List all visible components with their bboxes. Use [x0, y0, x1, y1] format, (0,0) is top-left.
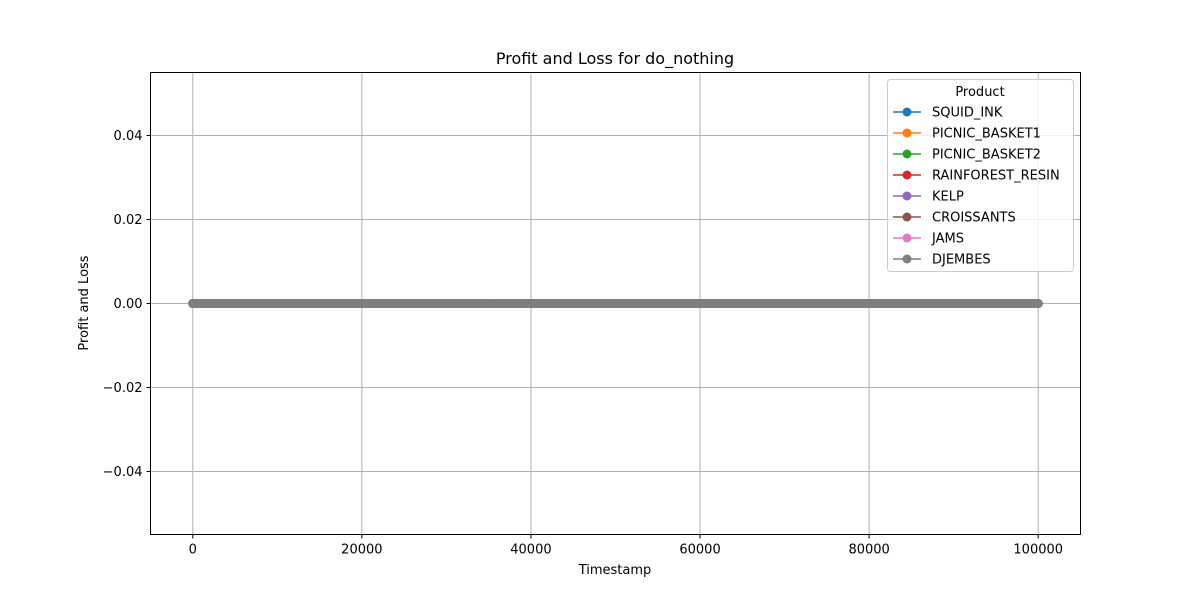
series-layer	[188, 299, 1043, 308]
chart-title: Profit and Loss for do_nothing	[496, 49, 734, 69]
